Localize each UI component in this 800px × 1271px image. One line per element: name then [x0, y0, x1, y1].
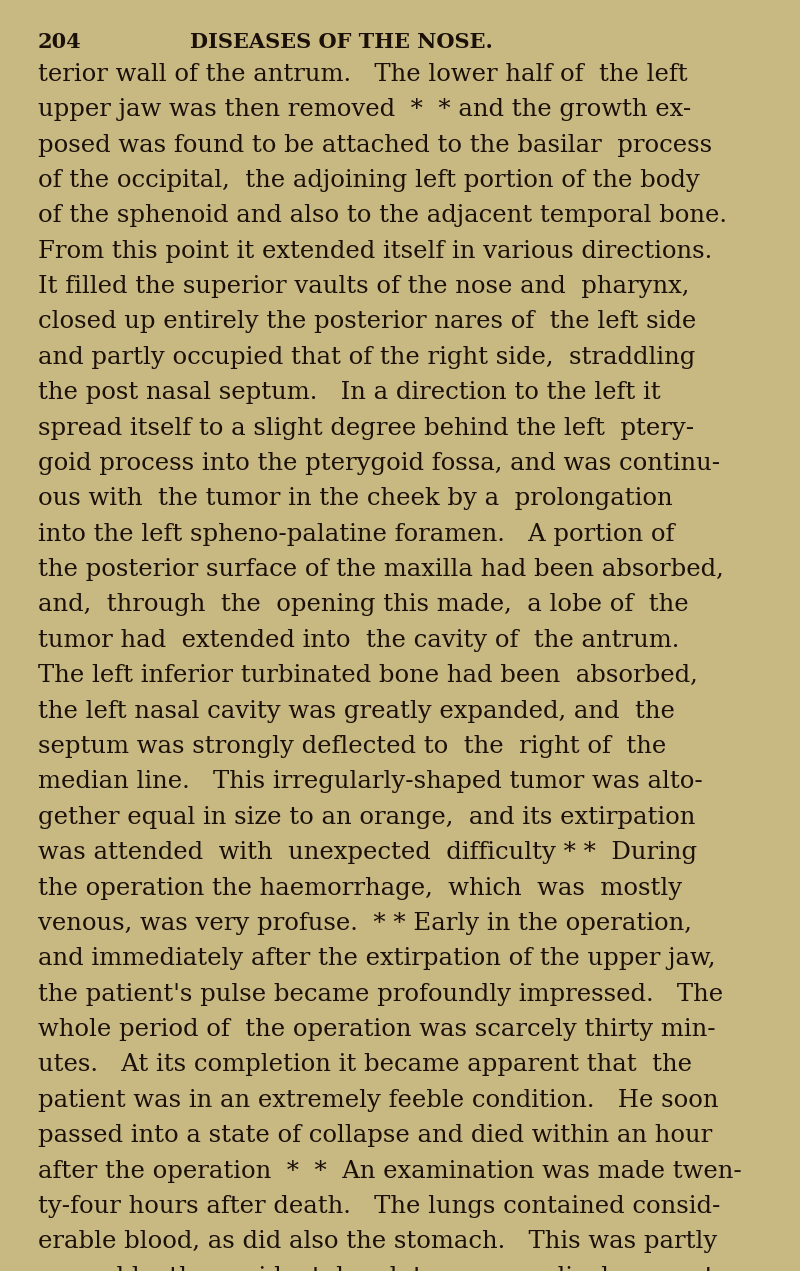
Text: into the left spheno-palatine foramen.   A portion of: into the left spheno-palatine foramen. A…: [38, 522, 674, 545]
Text: of the sphenoid and also to the adjacent temporal bone.: of the sphenoid and also to the adjacent…: [38, 205, 726, 228]
Text: passed into a state of collapse and died within an hour: passed into a state of collapse and died…: [38, 1124, 712, 1148]
Text: terior wall of the antrum.   The lower half of  the left: terior wall of the antrum. The lower hal…: [38, 62, 687, 86]
Text: utes.   At its completion it became apparent that  the: utes. At its completion it became appare…: [38, 1054, 691, 1077]
Text: the left nasal cavity was greatly expanded, and  the: the left nasal cavity was greatly expand…: [38, 699, 674, 723]
Text: gether equal in size to an orange,  and its extirpation: gether equal in size to an orange, and i…: [38, 806, 695, 829]
Text: of the occipital,  the adjoining left portion of the body: of the occipital, the adjoining left por…: [38, 169, 699, 192]
Text: It filled the superior vaults of the nose and  pharynx,: It filled the superior vaults of the nos…: [38, 275, 689, 299]
Text: erable blood, as did also the stomach.   This was partly: erable blood, as did also the stomach. T…: [38, 1230, 717, 1253]
Text: the patient's pulse became profoundly impressed.   The: the patient's pulse became profoundly im…: [38, 982, 722, 1005]
Text: septum was strongly deflected to  the  right of  the: septum was strongly deflected to the rig…: [38, 735, 666, 758]
Text: after the operation  *  *  An examination was made twen-: after the operation * * An examination w…: [38, 1159, 742, 1182]
Text: closed up entirely the posterior nares of  the left side: closed up entirely the posterior nares o…: [38, 310, 696, 333]
Text: goid process into the pterygoid fossa, and was continu-: goid process into the pterygoid fossa, a…: [38, 452, 720, 475]
Text: tumor had  extended into  the cavity of  the antrum.: tumor had extended into the cavity of th…: [38, 629, 679, 652]
Text: whole period of  the operation was scarcely thirty min-: whole period of the operation was scarce…: [38, 1018, 715, 1041]
Text: and partly occupied that of the right side,  straddling: and partly occupied that of the right si…: [38, 346, 695, 369]
Text: 204: 204: [38, 32, 82, 52]
Text: the posterior surface of the maxilla had been absorbed,: the posterior surface of the maxilla had…: [38, 558, 723, 581]
Text: venous, was very profuse.  * * Early in the operation,: venous, was very profuse. * * Early in t…: [38, 911, 691, 935]
Text: The left inferior turbinated bone had been  absorbed,: The left inferior turbinated bone had be…: [38, 665, 698, 688]
Text: and,  through  the  opening this made,  a lobe of  the: and, through the opening this made, a lo…: [38, 594, 688, 616]
Text: the post nasal septum.   In a direction to the left it: the post nasal septum. In a direction to…: [38, 381, 660, 404]
Text: DISEASES OF THE NOSE.: DISEASES OF THE NOSE.: [190, 32, 493, 52]
Text: was attended  with  unexpected  difficulty * *  During: was attended with unexpected difficulty …: [38, 841, 697, 864]
Text: caused by the accidental and  temporary displacement: caused by the accidental and temporary d…: [38, 1266, 714, 1271]
Text: the operation the haemorrhage,  which  was  mostly: the operation the haemorrhage, which was…: [38, 877, 682, 900]
Text: posed was found to be attached to the basilar  process: posed was found to be attached to the ba…: [38, 133, 712, 156]
Text: median line.   This irregularly-shaped tumor was alto-: median line. This irregularly-shaped tum…: [38, 770, 702, 793]
Text: ous with  the tumor in the cheek by a  prolongation: ous with the tumor in the cheek by a pro…: [38, 487, 672, 511]
Text: ty-four hours after death.   The lungs contained consid-: ty-four hours after death. The lungs con…: [38, 1195, 720, 1218]
Text: patient was in an extremely feeble condition.   He soon: patient was in an extremely feeble condi…: [38, 1089, 718, 1112]
Text: and immediately after the extirpation of the upper jaw,: and immediately after the extirpation of…: [38, 947, 715, 970]
Text: From this point it extended itself in various directions.: From this point it extended itself in va…: [38, 240, 712, 263]
Text: upper jaw was then removed  *  * and the growth ex-: upper jaw was then removed * * and the g…: [38, 98, 690, 121]
Text: spread itself to a slight degree behind the left  ptery-: spread itself to a slight degree behind …: [38, 417, 694, 440]
